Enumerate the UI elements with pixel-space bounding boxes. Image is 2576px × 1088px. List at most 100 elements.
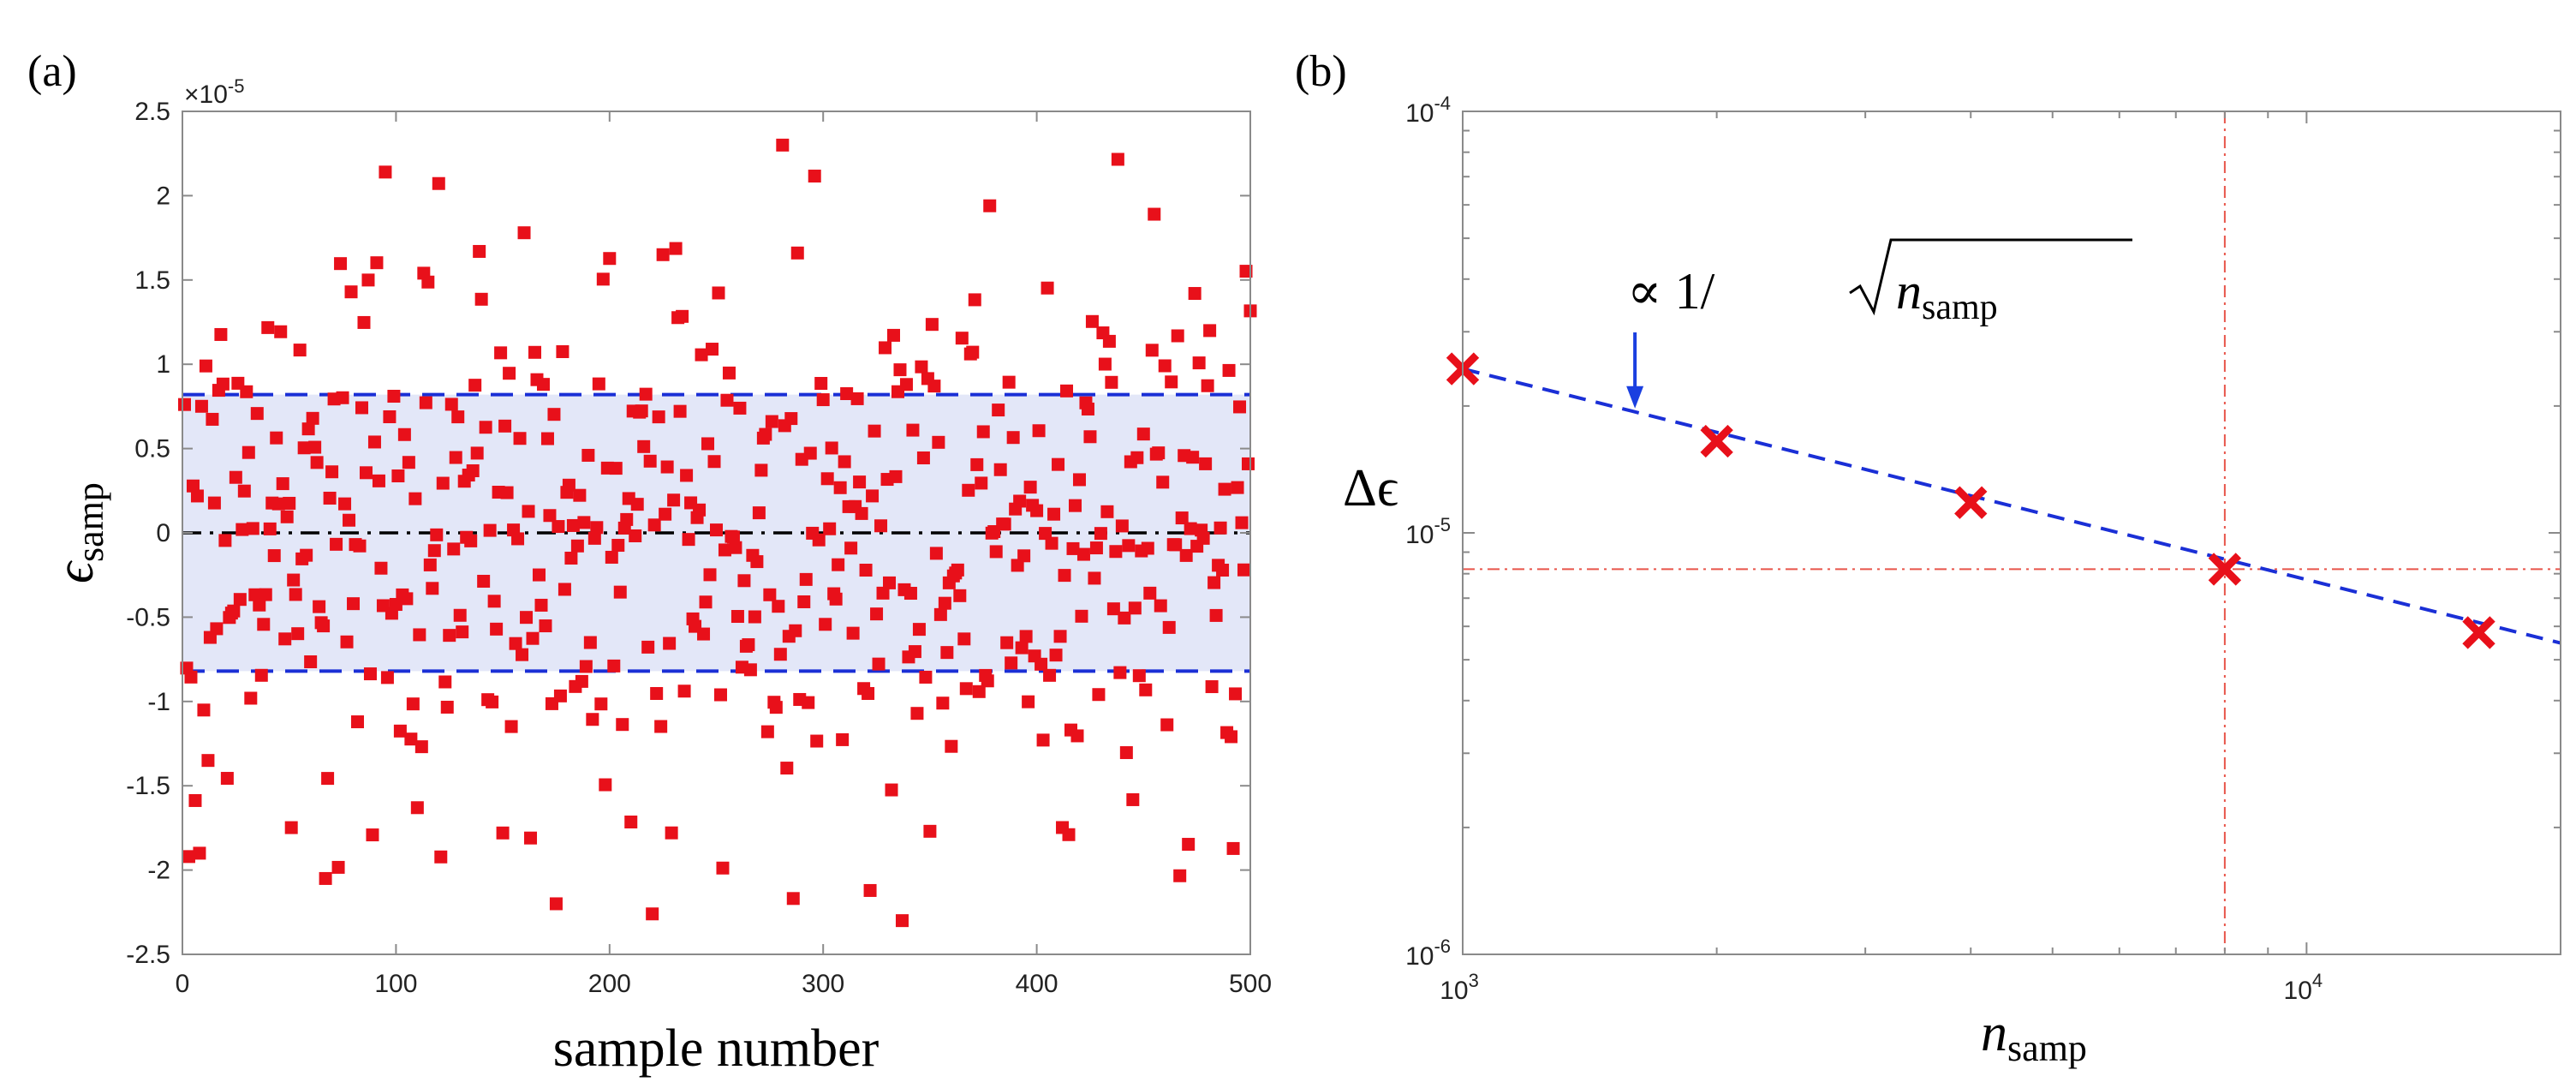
panel-a-y-exponent: ×10-5 — [184, 75, 244, 109]
scatter-point — [754, 463, 768, 477]
scatter-point — [436, 476, 450, 490]
scatter-point — [643, 454, 657, 468]
scatter-point — [494, 346, 508, 360]
scatter-point — [336, 391, 349, 404]
scatter-point — [387, 390, 401, 404]
scatter-point — [624, 815, 638, 828]
scatter-point — [1005, 656, 1018, 670]
scatter-point — [673, 404, 687, 418]
scatter-point — [832, 558, 845, 571]
scatter-point — [1019, 630, 1033, 643]
scatter-point — [716, 861, 730, 875]
scatter-point — [351, 715, 365, 729]
scatter-point — [665, 826, 678, 840]
scatter-point — [953, 589, 967, 602]
scatter-point — [820, 472, 834, 486]
scatter-point — [271, 497, 285, 511]
scatter-point — [190, 489, 204, 503]
scatter-point — [293, 344, 307, 357]
scatter-point — [936, 696, 950, 710]
scatter-point — [1015, 641, 1029, 655]
scatter-point — [1039, 527, 1052, 541]
scatter-point — [236, 523, 249, 536]
scatter-point — [347, 597, 361, 611]
scatter-point — [1002, 375, 1016, 389]
scatter-point — [962, 483, 975, 497]
x-tick-label: 0 — [176, 970, 190, 998]
x-tick-label: 103 — [1440, 970, 1479, 1005]
scatter-point — [959, 682, 973, 696]
scatter-point — [552, 520, 565, 534]
scatter-point — [317, 619, 331, 633]
panel-a-points — [177, 138, 1257, 928]
scatter-point — [438, 675, 452, 689]
scatter-point — [840, 387, 854, 401]
scatter-point — [945, 739, 958, 753]
scatter-point — [464, 534, 478, 547]
scatter-point — [278, 632, 292, 646]
scatter-point — [257, 618, 271, 631]
scatter-point — [325, 465, 339, 479]
scatter-point — [432, 176, 445, 190]
scatter-point — [712, 286, 725, 300]
scatter-point — [1156, 475, 1170, 489]
scatter-point — [310, 456, 324, 469]
scatter-point — [263, 522, 277, 535]
scatter-point — [699, 595, 713, 609]
scatter-point — [810, 734, 824, 748]
scatter-point — [468, 379, 482, 392]
y-tick-label: 10-5 — [1405, 514, 1451, 549]
scatter-point — [1081, 402, 1094, 415]
scatter-point — [528, 345, 542, 359]
scatter-point — [276, 477, 289, 491]
scatter-point — [188, 793, 202, 807]
scatter-point — [790, 246, 804, 260]
panel-b-annotation-text: ∝ 1/ — [1627, 263, 1715, 320]
scatter-point — [590, 521, 604, 535]
scatter-point — [1136, 427, 1150, 441]
scatter-point — [261, 320, 275, 334]
scatter-point — [334, 257, 348, 271]
scatter-point — [199, 359, 212, 373]
x-tick-label: 500 — [1229, 970, 1272, 998]
y-tick-label: 0 — [156, 519, 170, 547]
scatter-point — [1068, 499, 1082, 512]
panel-a-y-ticks: -2.5 -2 -1.5 -1 -0.5 0 0.5 1 1.5 2 2.5 — [126, 98, 1250, 969]
scatter-point — [667, 493, 681, 507]
scatter-point — [938, 596, 951, 610]
scatter-point — [440, 700, 454, 714]
scatter-point — [853, 475, 867, 489]
scatter-point — [549, 897, 563, 911]
scatter-point — [244, 691, 258, 705]
scatter-point — [319, 871, 332, 885]
scatter-point — [912, 623, 926, 637]
scatter-point — [379, 165, 392, 179]
scatter-point — [669, 242, 683, 255]
scatter-point — [1226, 841, 1240, 855]
scatter-point — [968, 293, 981, 307]
scatter-point — [509, 637, 522, 650]
scatter-point — [823, 522, 837, 535]
scatter-point — [1139, 683, 1153, 696]
scatter-point — [474, 292, 488, 306]
x-tick-label: 200 — [588, 970, 631, 998]
scatter-point — [1160, 718, 1174, 732]
scatter-point — [287, 573, 301, 587]
scatter-point — [410, 801, 424, 815]
scatter-point — [730, 610, 744, 624]
scatter-point — [630, 498, 644, 511]
sqrt-radical-icon — [1849, 238, 2132, 316]
x-marker-point — [2208, 553, 2242, 586]
scatter-point — [693, 503, 707, 517]
scatter-point — [752, 506, 766, 520]
scatter-point — [321, 772, 335, 786]
scatter-point — [423, 558, 437, 571]
scatter-point — [248, 588, 262, 601]
scatter-point — [1072, 473, 1086, 487]
scatter-point — [1062, 828, 1076, 841]
scatter-point — [870, 607, 884, 621]
scatter-point — [701, 437, 715, 451]
scatter-point — [895, 914, 909, 928]
scatter-point — [659, 507, 672, 521]
scatter-point — [483, 523, 497, 537]
